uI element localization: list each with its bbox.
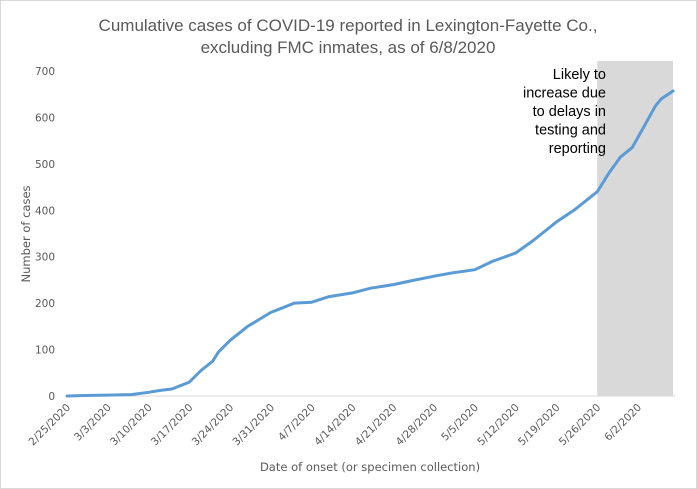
- chart-title-line-1: Cumulative cases of COVID-19 reported in…: [99, 16, 598, 35]
- annotation-text: Likely to increase due to delays in testing…: [523, 67, 606, 157]
- x-tick-label: 4/21/2020: [353, 402, 400, 449]
- y-axis-label: Number of cases: [19, 185, 33, 282]
- x-tick-label: 4/14/2020: [312, 402, 359, 449]
- x-tick-label: 2/25/2020: [27, 402, 74, 449]
- annotation-line: Likely to: [553, 67, 606, 83]
- x-tick-label: 4/7/2020: [276, 402, 318, 444]
- y-tick-label: 0: [48, 391, 55, 403]
- series-line-cumulative-cases: [65, 89, 675, 398]
- y-tick-label: 200: [35, 298, 55, 310]
- y-tick-label: 600: [35, 112, 55, 124]
- x-tick-label: 3/3/2020: [72, 402, 114, 444]
- y-tick-label: 500: [35, 159, 55, 171]
- annotation-line: testing and: [535, 123, 606, 139]
- annotation-line: reporting: [549, 141, 606, 157]
- x-tick-label: 6/2/2020: [602, 402, 644, 444]
- shaded-region: [597, 61, 673, 396]
- x-tick-label: 3/31/2020: [231, 402, 278, 449]
- y-tick-label: 700: [35, 66, 55, 78]
- annotation-line: to delays in: [533, 104, 606, 120]
- y-tick-label: 100: [35, 345, 55, 357]
- chart-title-line-2: excluding FMC inmates, as of 6/8/2020: [201, 38, 496, 57]
- x-tick-label: 3/24/2020: [190, 402, 237, 449]
- x-tick-label: 4/28/2020: [394, 402, 441, 449]
- x-tick-label: 5/19/2020: [516, 402, 563, 449]
- x-tick-label: 5/26/2020: [557, 402, 604, 449]
- y-tick-label: 300: [35, 252, 55, 264]
- x-tick-label: 5/5/2020: [439, 402, 481, 444]
- x-tick-label: 5/12/2020: [475, 402, 522, 449]
- x-tick-label: 3/10/2020: [108, 402, 155, 449]
- annotation-line: increase due: [523, 86, 606, 102]
- x-axis-label: Date of onset (or specimen collection): [260, 460, 480, 474]
- x-tick-label: 3/17/2020: [149, 402, 196, 449]
- y-tick-label: 400: [35, 205, 55, 217]
